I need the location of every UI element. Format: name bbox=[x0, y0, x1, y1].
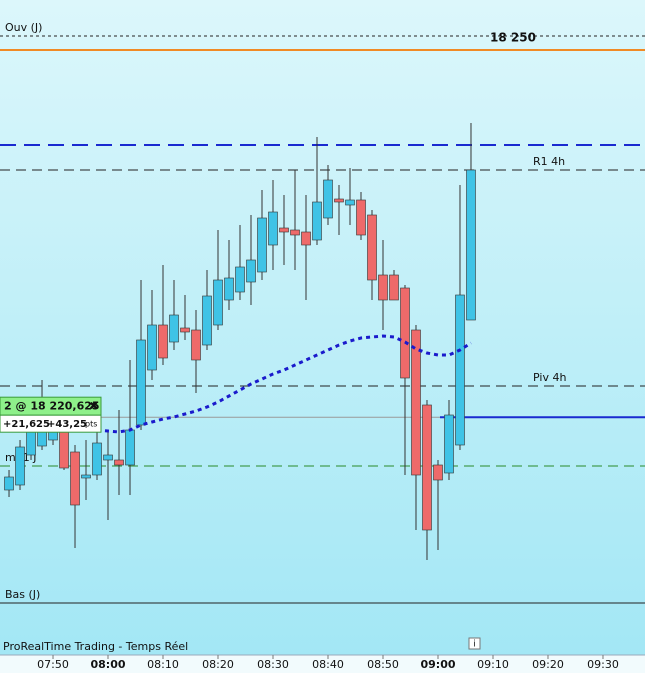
position-unit: pts bbox=[85, 420, 97, 429]
level-label: Ouv (J) bbox=[5, 21, 42, 34]
candle-body bbox=[224, 277, 234, 301]
plot-background bbox=[0, 0, 645, 655]
candle-body bbox=[4, 476, 14, 491]
candle-body bbox=[136, 339, 146, 426]
candle-body bbox=[158, 324, 168, 359]
position-body bbox=[0, 414, 102, 433]
candle-body bbox=[59, 429, 69, 469]
x-tick-label: 08:20 bbox=[202, 658, 234, 671]
candle-body bbox=[180, 327, 190, 333]
level-label: Bas (J) bbox=[5, 588, 40, 601]
candle-body bbox=[191, 329, 201, 361]
x-tick-label: 08:40 bbox=[312, 658, 344, 671]
candle-body bbox=[411, 329, 421, 476]
time-axis bbox=[0, 655, 645, 673]
x-tick-label: 07:50 bbox=[37, 658, 69, 671]
candle-body bbox=[114, 459, 124, 466]
candle-body bbox=[433, 464, 443, 481]
svg-text:i: i bbox=[473, 640, 476, 650]
level-label: Piv 4h bbox=[533, 371, 566, 384]
candle-body bbox=[169, 314, 179, 343]
candle-body bbox=[455, 294, 465, 446]
x-tick-label: 09:20 bbox=[532, 658, 564, 671]
candle-body bbox=[81, 474, 91, 479]
candle-body bbox=[268, 211, 278, 246]
candle-body bbox=[422, 404, 432, 531]
position-close[interactable]: ✖ bbox=[89, 400, 98, 413]
candle-body bbox=[92, 442, 102, 476]
position-points: +43,25 bbox=[47, 419, 87, 430]
candle-body bbox=[466, 169, 476, 321]
candle-body bbox=[290, 229, 300, 236]
x-tick-label: 09:00 bbox=[420, 658, 455, 671]
x-tick-label: 08:30 bbox=[257, 658, 289, 671]
candle-body bbox=[125, 429, 135, 466]
level-label: R1 4h bbox=[533, 155, 565, 168]
candle-body bbox=[367, 214, 377, 281]
candle-body bbox=[246, 259, 256, 283]
x-tick-label: 09:30 bbox=[587, 658, 619, 671]
position-gain: +21,625 bbox=[3, 419, 50, 430]
candle-body bbox=[389, 274, 399, 301]
x-tick-label: 08:10 bbox=[147, 658, 179, 671]
candle-body bbox=[444, 414, 454, 474]
x-tick-label: 08:00 bbox=[91, 658, 126, 671]
x-tick-label: 08:50 bbox=[367, 658, 399, 671]
candle-body bbox=[202, 295, 212, 346]
candle-body bbox=[213, 279, 223, 326]
candle-body bbox=[378, 274, 388, 301]
candle-body bbox=[147, 324, 157, 371]
candle-body bbox=[103, 454, 113, 461]
candle-body bbox=[345, 199, 355, 206]
moving-average bbox=[96, 334, 472, 434]
candle-body bbox=[400, 287, 410, 379]
candle-body bbox=[312, 201, 322, 241]
info-icon[interactable]: i bbox=[468, 637, 481, 650]
candle-body bbox=[235, 266, 245, 293]
candle-body bbox=[301, 231, 311, 246]
position-label: 2 @ 18 220,625 bbox=[4, 400, 100, 413]
footer: ProRealTime Trading - Temps Réel bbox=[3, 640, 188, 653]
candle-body bbox=[323, 179, 333, 219]
candle-body bbox=[334, 198, 344, 203]
candle-body bbox=[70, 451, 80, 506]
candle-body bbox=[15, 446, 25, 486]
x-tick-label: 09:10 bbox=[477, 658, 509, 671]
candle-body bbox=[279, 227, 289, 233]
level-price: 18 250 bbox=[490, 31, 536, 45]
candle-body bbox=[356, 199, 366, 236]
candle-body bbox=[26, 429, 36, 456]
candle-body bbox=[257, 217, 267, 273]
